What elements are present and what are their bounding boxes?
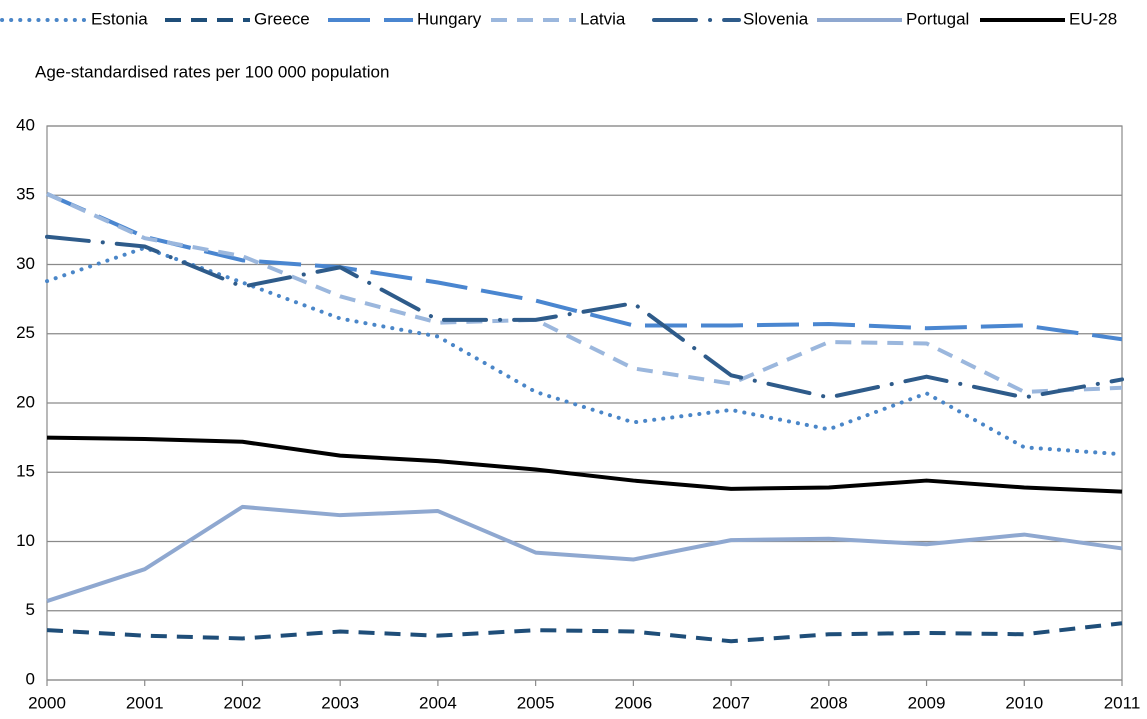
y-tick-label: 25 bbox=[16, 323, 35, 342]
x-tick-label: 2002 bbox=[224, 693, 262, 712]
legend-label: Hungary bbox=[417, 9, 482, 28]
x-tick-label: 2007 bbox=[712, 693, 750, 712]
series-line bbox=[45, 234, 1124, 400]
y-axis-label: Age-standardised rates per 100 000 popul… bbox=[35, 62, 389, 81]
series-line bbox=[45, 245, 1124, 457]
legend-label: EU-28 bbox=[1069, 9, 1117, 28]
series-line bbox=[46, 192, 1123, 342]
x-tick-label: 2000 bbox=[28, 693, 66, 712]
y-tick-label: 15 bbox=[16, 462, 35, 481]
x-tick-label: 2004 bbox=[419, 693, 457, 712]
legend-label: Estonia bbox=[91, 9, 148, 28]
x-tick-label: 2001 bbox=[126, 693, 164, 712]
series-line bbox=[46, 435, 1123, 494]
y-tick-label: 0 bbox=[26, 669, 35, 688]
legend-label: Portugal bbox=[906, 9, 969, 28]
series-line bbox=[46, 621, 1123, 644]
legend-label: Latvia bbox=[580, 9, 626, 28]
series-line bbox=[46, 192, 1123, 394]
x-tick-label: 2009 bbox=[908, 693, 946, 712]
x-tick-label: 2005 bbox=[517, 693, 555, 712]
y-tick-label: 10 bbox=[16, 531, 35, 550]
legend-label: Greece bbox=[254, 9, 310, 28]
legend-label: Slovenia bbox=[743, 9, 809, 28]
x-tick-label: 2010 bbox=[1005, 693, 1043, 712]
y-tick-label: 5 bbox=[26, 600, 35, 619]
y-tick-label: 30 bbox=[16, 254, 35, 273]
plot-frame bbox=[46, 125, 1123, 681]
series-line bbox=[46, 504, 1123, 603]
y-tick-label: 20 bbox=[16, 392, 35, 411]
y-tick-label: 35 bbox=[16, 185, 35, 204]
x-tick-label: 2006 bbox=[614, 693, 652, 712]
x-tick-label: 2008 bbox=[810, 693, 848, 712]
x-tick-label: 2011 bbox=[1104, 693, 1141, 712]
x-tick-label: 2003 bbox=[321, 693, 359, 712]
y-tick-label: 40 bbox=[16, 115, 35, 134]
